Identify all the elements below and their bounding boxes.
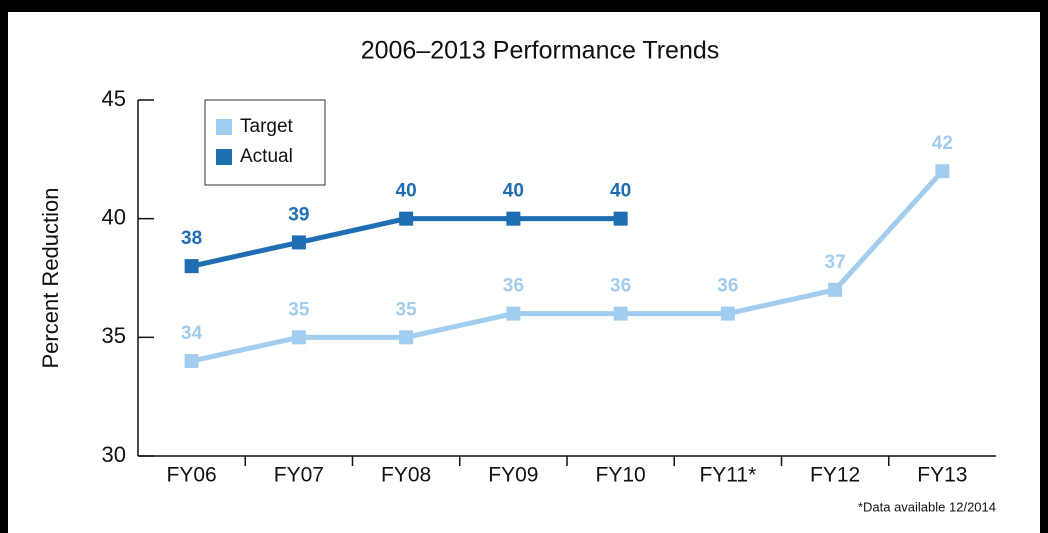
y-axis-label: Percent Reduction [38, 188, 63, 369]
x-tick-label: FY12 [810, 464, 860, 487]
point [291, 330, 306, 345]
x-tick-label: FY13 [917, 464, 967, 487]
x-tick-label: FY06 [167, 464, 217, 487]
panel [8, 12, 1040, 533]
x-tick-label: FY09 [488, 464, 538, 487]
legend-box [204, 99, 326, 186]
point [399, 330, 414, 345]
chart-title: 2006–2013 Performance Trends [361, 37, 720, 65]
legend-swatch [216, 149, 232, 165]
legend-swatch [216, 119, 232, 135]
point [399, 211, 414, 226]
data-label: 34 [181, 323, 203, 344]
data-label: 36 [717, 276, 738, 297]
x-tick-label: FY08 [381, 464, 431, 487]
data-label: 35 [288, 299, 310, 320]
data-label: 38 [181, 228, 202, 249]
point [935, 164, 950, 179]
y-tick-label: 40 [102, 204, 126, 229]
legend-label: Actual [240, 146, 293, 167]
y-tick-label: 45 [102, 86, 126, 111]
data-label: 39 [288, 204, 309, 225]
y-tick-label: 30 [102, 442, 126, 467]
data-label: 42 [932, 133, 953, 154]
data-label: 37 [825, 252, 846, 273]
x-tick-label: FY10 [596, 464, 646, 487]
legend-label: Target [240, 116, 294, 137]
y-tick-label: 35 [102, 323, 126, 348]
series-line [191, 169, 945, 364]
footnote: *Data available 12/2014 [858, 499, 996, 514]
data-label: 40 [610, 181, 631, 202]
data-label: 36 [503, 276, 524, 297]
point [613, 211, 628, 226]
data-label: 35 [396, 299, 418, 320]
point [291, 235, 306, 250]
data-label: 40 [503, 181, 524, 202]
point [828, 282, 843, 297]
data-label: 40 [396, 181, 417, 202]
point [720, 306, 735, 321]
point [184, 259, 199, 274]
point [613, 306, 628, 321]
point [506, 306, 521, 321]
point [184, 354, 199, 369]
point [506, 211, 521, 226]
data-label: 36 [610, 276, 631, 297]
x-tick-label: FY07 [274, 464, 324, 487]
x-tick-label: FY11* [699, 464, 756, 487]
